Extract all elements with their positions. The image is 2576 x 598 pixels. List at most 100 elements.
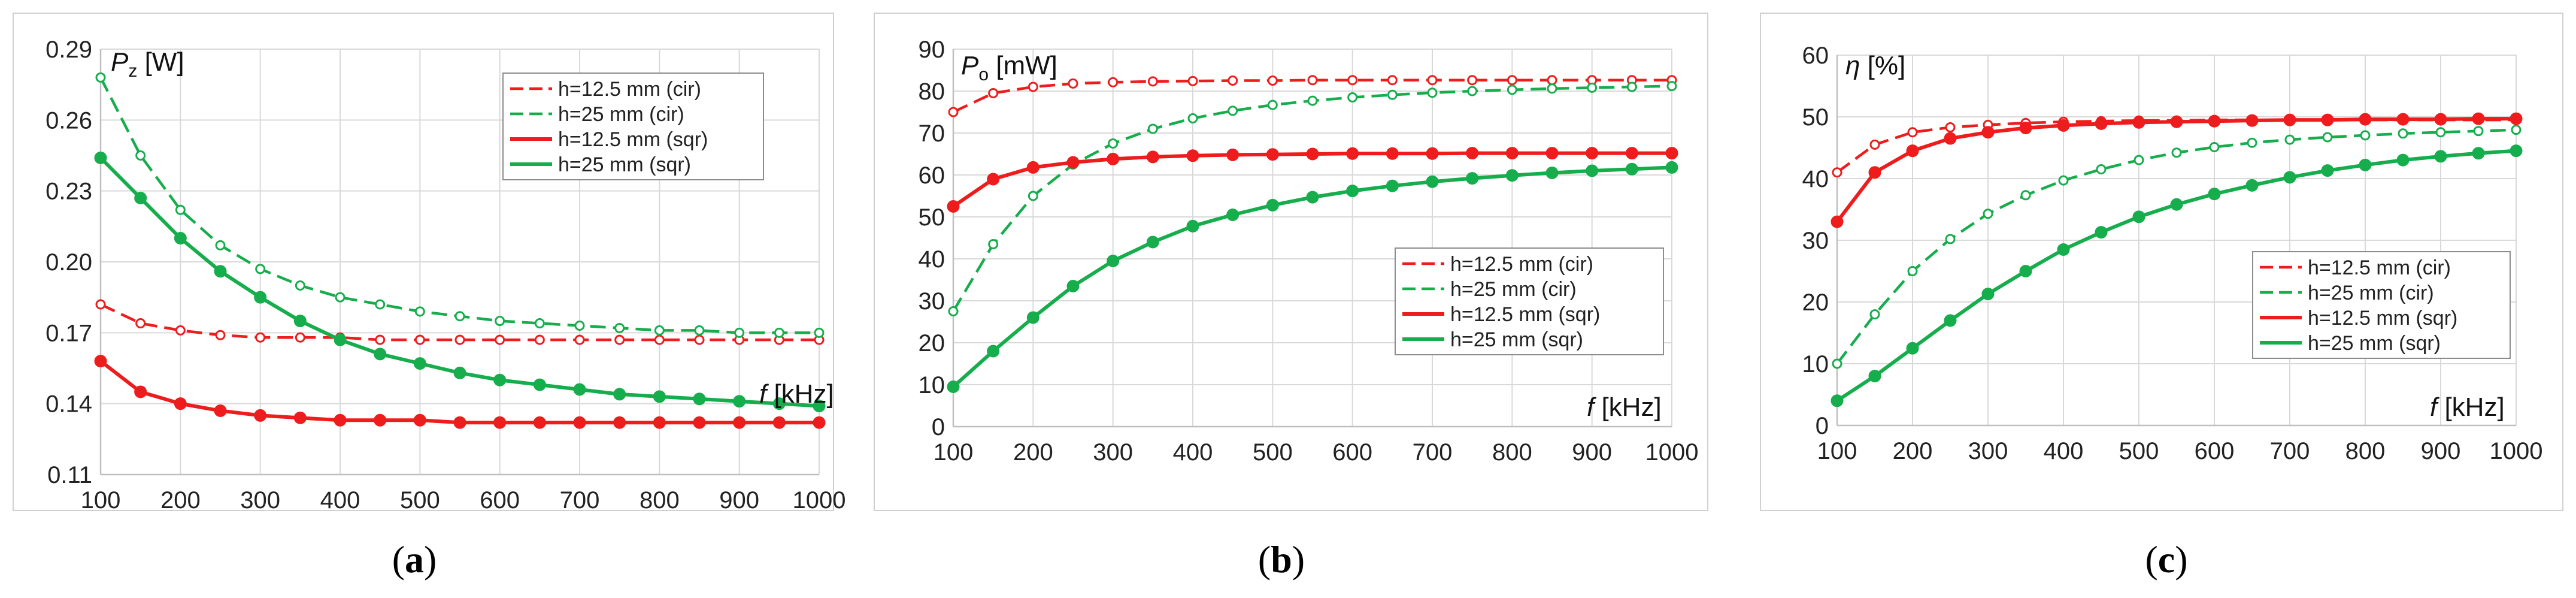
data-point <box>2095 117 2108 130</box>
data-point <box>1945 122 1956 133</box>
data-point <box>175 204 186 215</box>
x-axis-label-unit: [kHz] <box>766 379 834 409</box>
series-green-dashed <box>95 72 825 338</box>
data-point <box>1831 215 1844 228</box>
data-point <box>335 292 346 303</box>
data-point <box>2208 114 2221 128</box>
data-point <box>1906 342 1919 355</box>
data-point <box>2209 141 2220 152</box>
data-point <box>1147 76 1158 87</box>
caption-letter: c <box>2158 538 2175 581</box>
data-point <box>1505 169 1519 182</box>
data-point <box>1545 147 1559 160</box>
caption-open-paren: ( <box>392 538 405 581</box>
data-point <box>374 348 387 361</box>
chart-panel-a: 0.11 0.14 0.17 0.20 0.23 0.26 0.29 100 200 300 400… <box>13 13 845 581</box>
data-point <box>948 306 959 316</box>
data-point <box>293 315 307 328</box>
y-tick-label: 0.17 <box>46 320 92 346</box>
data-point <box>2095 226 2108 239</box>
data-point <box>493 416 507 429</box>
x-tick-label: 700 <box>1413 439 1453 466</box>
series-green-solid <box>1831 144 2523 407</box>
x-tick-label: 900 <box>719 487 759 514</box>
y-tick-label: 50 <box>1802 104 1829 131</box>
data-point <box>2019 122 2032 135</box>
data-point <box>2170 115 2183 128</box>
data-point <box>613 388 626 401</box>
data-point <box>454 334 465 345</box>
y-tick-label: 0.20 <box>46 249 92 276</box>
data-point <box>613 416 626 429</box>
legend-box <box>1395 247 1664 355</box>
data-point <box>2359 158 2372 171</box>
data-point <box>1981 126 1995 139</box>
y-tick-label: 80 <box>919 78 945 105</box>
data-point <box>987 173 1000 186</box>
legend-box <box>2252 251 2511 359</box>
data-point <box>2321 113 2334 126</box>
x-tick-label: 800 <box>2345 438 2386 464</box>
data-point <box>1146 235 1159 249</box>
legend: h=12.5 mm (cir) h=25 mm (cir) h=12.5 mm (s… <box>2252 251 2511 359</box>
series-red-solid <box>1831 112 2523 228</box>
caption-close-paren: ) <box>1292 538 1305 581</box>
data-point <box>453 366 466 379</box>
data-point <box>334 413 347 427</box>
data-point <box>1028 191 1038 201</box>
series-red-solid <box>94 355 826 429</box>
y-tick-label: 20 <box>919 330 945 357</box>
data-point <box>175 325 186 336</box>
data-point <box>1625 147 1638 160</box>
data-point <box>1983 209 1993 219</box>
data-point <box>375 334 386 345</box>
series-red-solid <box>947 147 1678 213</box>
data-point <box>733 395 746 408</box>
y-axis-label-unit: [%] <box>1860 51 1905 80</box>
data-point <box>1906 144 1919 158</box>
x-tick-label: 100 <box>81 487 121 514</box>
data-point <box>1147 123 1158 134</box>
data-point <box>1981 288 1995 301</box>
x-tick-label: 1000 <box>1645 439 1699 466</box>
data-point <box>1466 147 1479 160</box>
data-point <box>2434 113 2447 126</box>
data-point <box>255 264 266 274</box>
panel-caption: (c) <box>2145 538 2187 581</box>
data-point <box>1467 75 1478 86</box>
data-point <box>1346 147 1359 160</box>
series-green-solid <box>947 161 1678 393</box>
legend-entry-label: h=25 mm (sqr) <box>1450 328 1583 351</box>
data-point <box>1068 78 1078 89</box>
data-point <box>1346 185 1359 198</box>
data-point <box>2359 113 2372 126</box>
data-point <box>495 334 505 345</box>
x-axis-label: f [kHz] <box>2430 392 2505 422</box>
data-point <box>493 373 507 386</box>
data-point <box>1625 162 1638 176</box>
data-point <box>174 397 187 410</box>
data-point <box>1868 370 1881 383</box>
data-point <box>1186 149 1199 162</box>
y-tick-label: 60 <box>1802 43 1829 69</box>
series-red-dashed <box>95 299 825 345</box>
data-point <box>1426 147 1439 160</box>
data-point <box>414 334 425 345</box>
data-point <box>614 322 625 333</box>
data-point <box>1427 87 1438 98</box>
data-point <box>1387 75 1398 86</box>
data-point <box>1108 138 1119 149</box>
y-tick-label: 0 <box>932 414 945 440</box>
data-point <box>2096 164 2107 175</box>
data-point <box>2510 144 2523 158</box>
data-point <box>1226 148 1239 161</box>
data-point <box>2322 132 2333 143</box>
data-point <box>774 327 784 338</box>
data-point <box>2434 150 2447 163</box>
x-tick-label: 100 <box>1817 438 1857 464</box>
data-point <box>1347 75 1358 86</box>
data-point <box>1028 81 1038 92</box>
y-tick-label: 0 <box>1816 413 1829 439</box>
y-tick-label: 60 <box>919 162 945 189</box>
data-point <box>2321 164 2334 177</box>
